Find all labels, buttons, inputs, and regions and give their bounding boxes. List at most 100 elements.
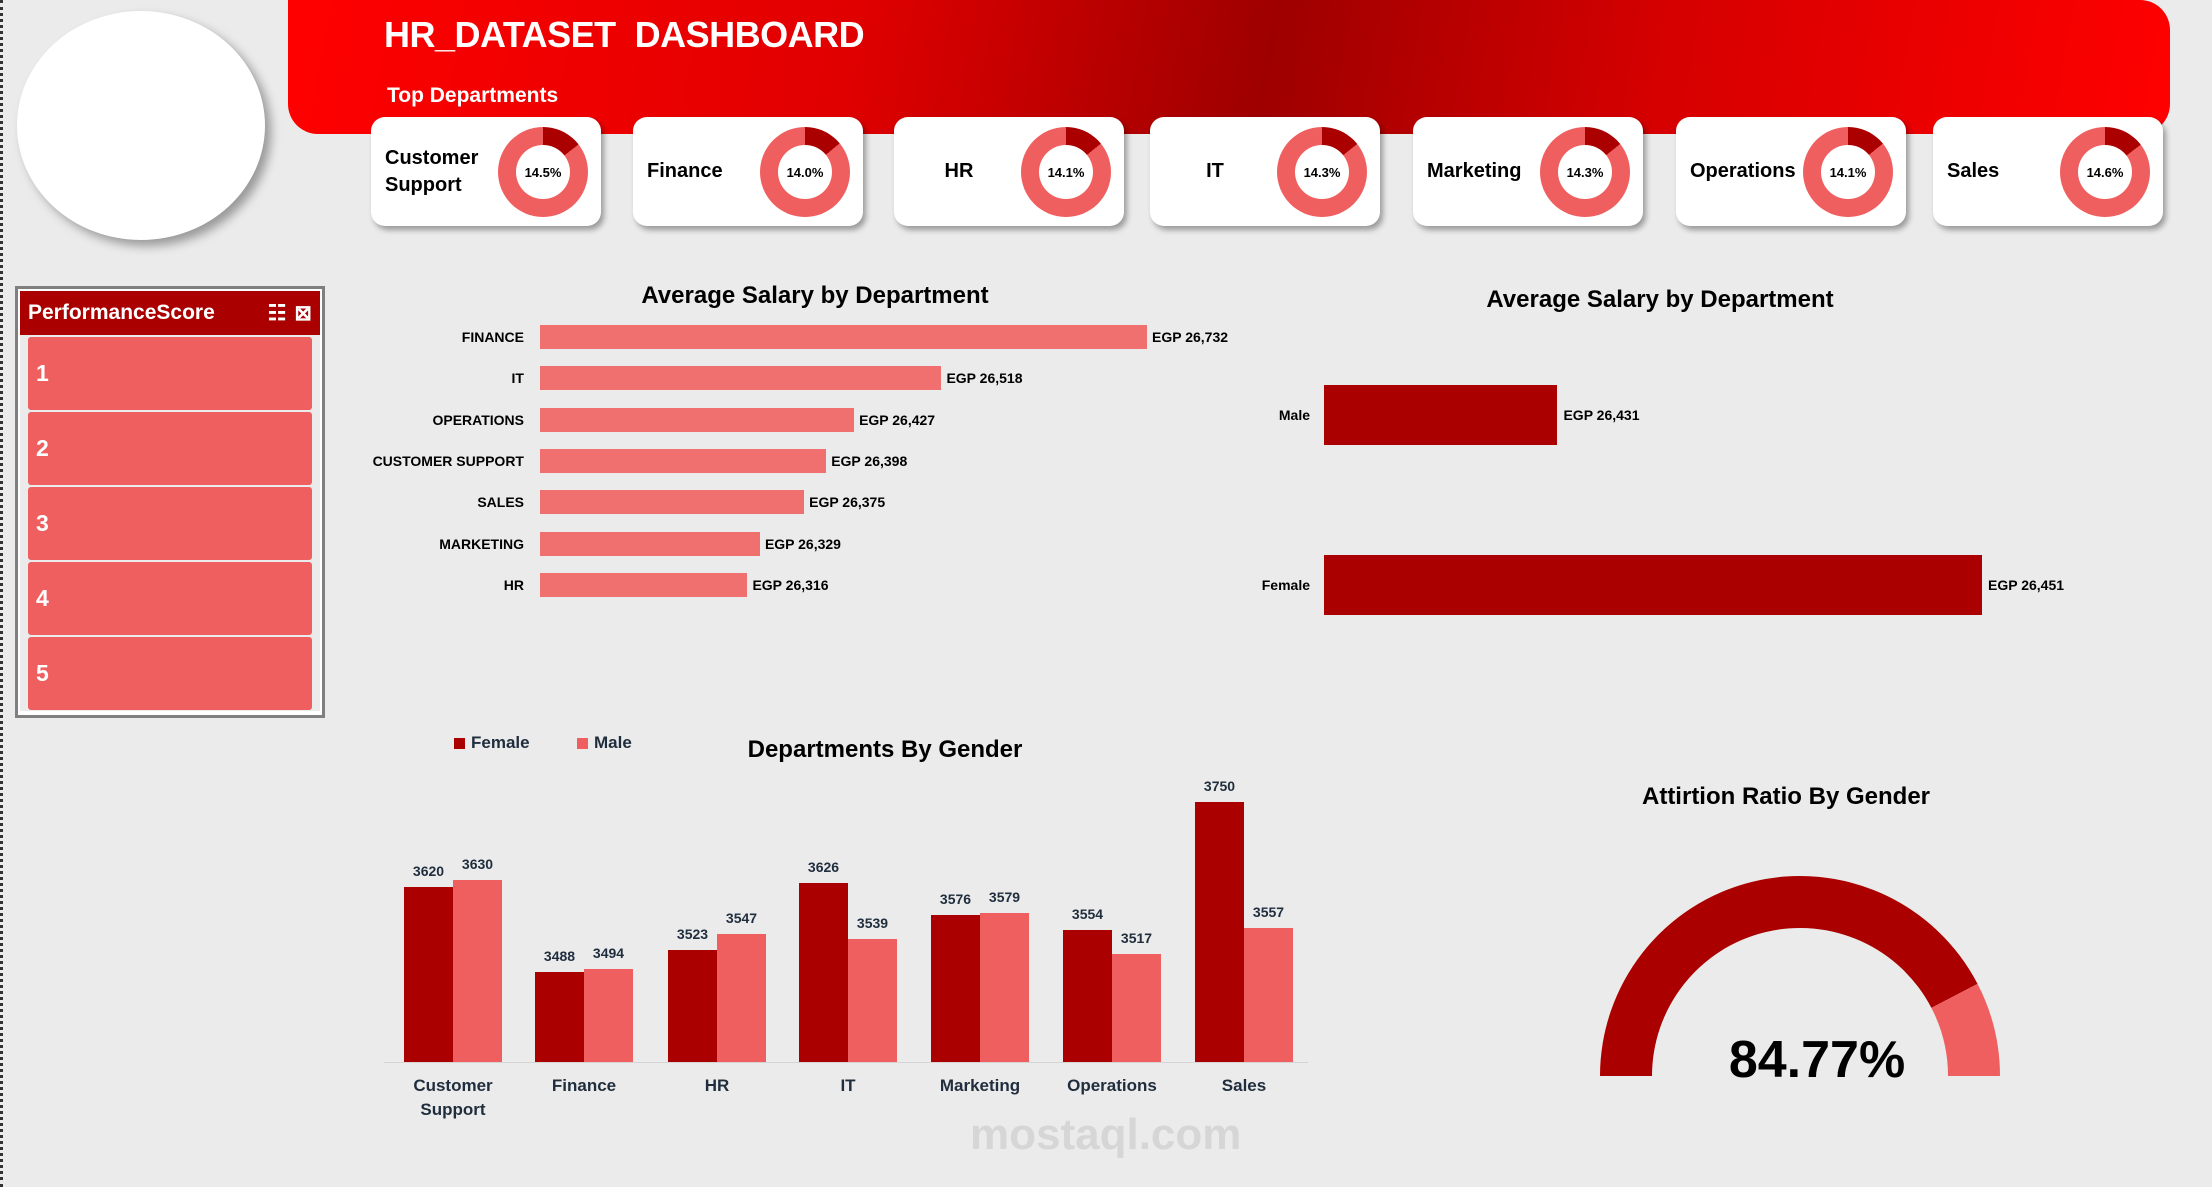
department-name: HR xyxy=(904,117,1014,226)
slicer-item-1[interactable]: 1 xyxy=(28,337,312,410)
category-label: OPERATIONS xyxy=(432,411,524,428)
data-label: 3630 xyxy=(461,856,494,873)
column-male xyxy=(848,939,897,1062)
data-label: EGP 26,732 xyxy=(1152,329,1229,345)
data-label: 3620 xyxy=(412,862,445,879)
category-label-line: Operations xyxy=(1067,1076,1157,1095)
slicer-item-5[interactable]: 5 xyxy=(28,637,312,710)
category-label: Marketing xyxy=(940,1074,1020,1098)
category-label: Sales xyxy=(1222,1074,1266,1098)
column-male xyxy=(584,968,633,1062)
data-label: EGP 26,398 xyxy=(831,452,908,469)
category-label: CUSTOMER SUPPORT xyxy=(372,452,524,469)
data-label: EGP 26,431 xyxy=(1563,407,1640,423)
department-name-line: Finance xyxy=(647,160,723,182)
department-share-donut: 14.1% xyxy=(1803,127,1893,217)
department-name: Marketing xyxy=(1427,117,1547,226)
department-share-donut: 14.5% xyxy=(498,127,588,217)
chart-title: Average Salary by Department xyxy=(641,282,989,309)
department-name: Sales xyxy=(1947,117,2067,226)
data-label: 3539 xyxy=(856,915,889,932)
data-label: 3557 xyxy=(1252,903,1285,920)
category-label: Female xyxy=(1261,577,1310,593)
legend-label: Male xyxy=(594,733,632,752)
data-label: EGP 26,329 xyxy=(764,535,841,552)
data-label: 3488 xyxy=(543,948,576,965)
donut-share-label: 14.3% xyxy=(1558,145,1612,199)
department-card[interactable]: HR 14.1% xyxy=(894,117,1124,226)
category-label: SALES xyxy=(477,494,524,511)
department-name-line: Marketing xyxy=(1427,160,1522,182)
x-axis-line xyxy=(384,1062,1308,1063)
salary-bar xyxy=(540,366,942,391)
slicer-item-2[interactable]: 2 xyxy=(28,412,312,485)
slicer-item-4[interactable]: 4 xyxy=(28,562,312,635)
donut-share-label: 14.0% xyxy=(778,145,832,199)
department-share-donut: 14.3% xyxy=(1540,127,1630,217)
salary-bar xyxy=(540,325,1147,349)
department-name: Operations xyxy=(1690,117,1810,226)
department-name-line: Operations xyxy=(1690,160,1796,182)
column-male xyxy=(1244,927,1293,1062)
attrition-gauge xyxy=(1600,876,2000,1076)
donut-share-label: 14.1% xyxy=(1039,145,1093,199)
slicer-item-3[interactable]: 3 xyxy=(28,487,312,560)
department-name-line: IT xyxy=(1206,160,1224,182)
department-card[interactable]: Operations 14.1% xyxy=(1676,117,1906,226)
legend-male: Male xyxy=(577,733,632,753)
department-card[interactable]: Finance 14.0% xyxy=(633,117,863,226)
data-label: 3554 xyxy=(1071,905,1104,922)
department-name: IT xyxy=(1160,117,1270,226)
watermark: mostaql.com xyxy=(970,1110,1242,1159)
column-male xyxy=(717,934,766,1062)
category-label: FINANCE xyxy=(461,329,524,345)
data-label: EGP 26,375 xyxy=(809,494,886,511)
department-share-donut: 14.0% xyxy=(760,127,850,217)
category-label-line: Customer xyxy=(413,1076,493,1095)
category-label: HR xyxy=(705,1074,730,1098)
data-label: 3547 xyxy=(725,910,758,927)
legend-label: Female xyxy=(471,733,530,752)
department-share-donut: 14.3% xyxy=(1277,127,1367,217)
department-card[interactable]: Customer Support 14.5% xyxy=(371,117,601,226)
department-name-line: Customer xyxy=(385,146,479,169)
column-male xyxy=(453,880,502,1062)
gauge-segment-value xyxy=(1600,876,1978,1076)
column-female xyxy=(535,972,584,1062)
donut-share-label: 14.6% xyxy=(2078,145,2132,199)
column-male xyxy=(1112,953,1161,1062)
category-label-line: IT xyxy=(840,1076,856,1095)
category-label: HR xyxy=(503,576,524,593)
department-name: Finance xyxy=(647,117,767,226)
category-label: Customer Support xyxy=(413,1074,492,1122)
data-label: 3626 xyxy=(807,858,840,875)
salary-bar xyxy=(540,448,827,473)
legend-swatch xyxy=(454,737,465,749)
category-label-line: Sales xyxy=(1221,1076,1267,1095)
legend-swatch xyxy=(577,737,588,749)
column-female xyxy=(668,949,717,1062)
clear-filter-icon[interactable]: ⊠ xyxy=(294,301,312,325)
multi-select-icon[interactable]: ☷ xyxy=(267,301,287,325)
data-label: 3576 xyxy=(939,891,972,908)
department-name-line: HR xyxy=(944,160,974,182)
department-card[interactable]: Sales 14.6% xyxy=(1933,117,2163,226)
top-departments-label: Top Departments xyxy=(387,84,559,107)
salary-bar xyxy=(540,407,855,432)
slicer-title: PerformanceScore xyxy=(28,301,215,324)
department-card[interactable]: IT 14.3% xyxy=(1150,117,1380,226)
column-female xyxy=(799,882,848,1062)
category-label: Operations xyxy=(1067,1074,1157,1098)
salary-bar xyxy=(540,531,760,556)
data-label: EGP 26,451 xyxy=(1988,577,2065,593)
category-label-line: Finance xyxy=(551,1076,617,1095)
donut-share-label: 14.1% xyxy=(1821,145,1875,199)
slicer-header: PerformanceScore ☷ ⊠ xyxy=(20,291,320,335)
gauge-segment-remainder xyxy=(1931,983,2000,1076)
gender-salary-bar xyxy=(1324,555,1982,615)
department-card[interactable]: Marketing 14.3% xyxy=(1413,117,1643,226)
legend-female: Female xyxy=(454,733,530,753)
header-banner xyxy=(288,0,2170,134)
category-label: MARKETING xyxy=(439,535,524,552)
